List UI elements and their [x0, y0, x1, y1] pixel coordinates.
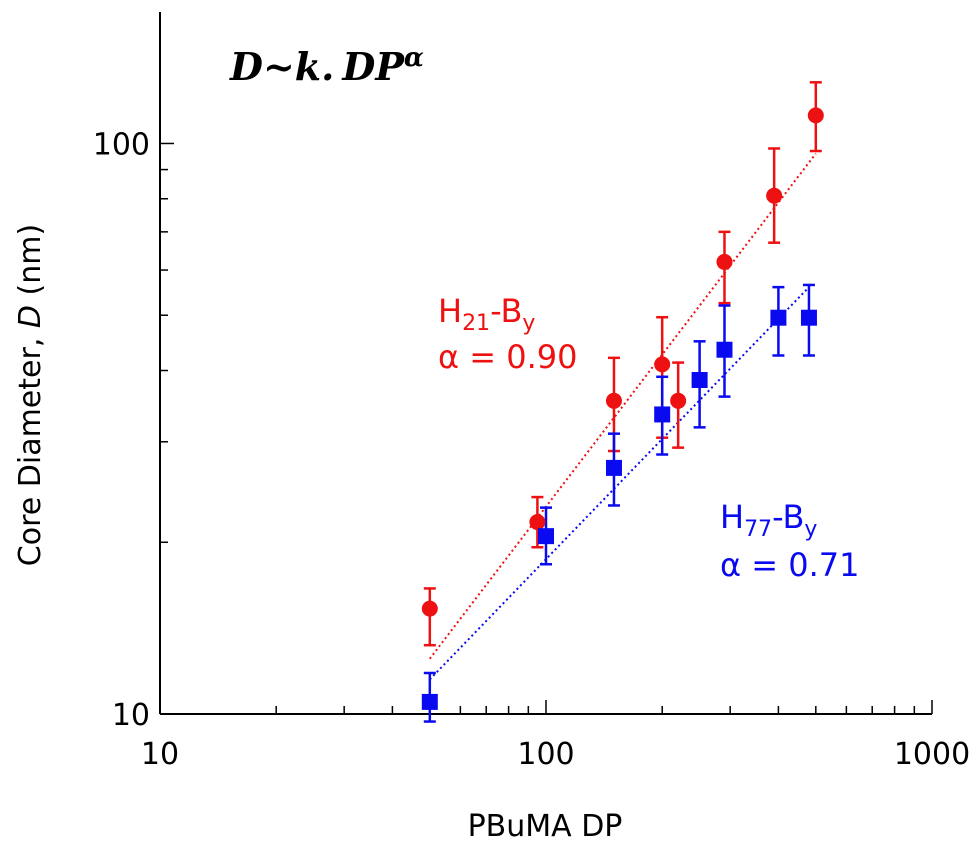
y-tick-label: 100 — [93, 127, 150, 162]
trendline-series-0 — [429, 152, 817, 660]
x-tick-label: 10 — [141, 737, 179, 772]
data-point-circle — [654, 356, 671, 373]
axes: 10 100 1000 10 100 — [93, 12, 970, 772]
x-tick-label: 100 — [517, 737, 574, 772]
data-point-circle — [421, 600, 438, 617]
data-point-square — [538, 528, 554, 545]
y-axis-title: Core Diameter, D (nm) — [13, 224, 48, 566]
formula-exp: α — [404, 43, 424, 73]
data-point-square — [770, 309, 787, 326]
formula: D~k. DPα — [229, 43, 424, 89]
data-point-square — [800, 309, 817, 326]
error-bar — [423, 587, 436, 647]
formula-dp: DP — [341, 44, 405, 89]
data-point-circle — [605, 392, 622, 409]
trendline-series-1 — [429, 286, 810, 681]
series-label-h21: H21-By — [438, 292, 535, 336]
alpha-label-h21: α = 0.90 — [438, 338, 578, 376]
x-axis-title: PBuMA DP — [468, 809, 623, 844]
data-point-square — [605, 459, 622, 476]
data-markers — [421, 107, 824, 710]
data-point-square — [716, 341, 733, 358]
data-point-circle — [766, 187, 783, 204]
formula-dot: . — [321, 44, 334, 89]
formula-k: k — [295, 44, 321, 89]
data-point-square — [654, 406, 671, 423]
data-point-circle — [670, 392, 687, 409]
series-label-h77: H77-By — [720, 498, 817, 542]
data-point-circle — [807, 107, 824, 124]
trendlines — [429, 152, 817, 681]
formula-lhs: D — [229, 44, 263, 89]
data-point-circle — [529, 514, 546, 531]
x-tick-label: 1000 — [894, 737, 970, 772]
y-tick-label: 10 — [112, 698, 150, 733]
data-point-square — [691, 371, 708, 388]
error-bars — [423, 81, 822, 723]
data-point-circle — [716, 253, 733, 270]
formula-op: ~ — [263, 44, 295, 89]
data-point-square — [421, 693, 438, 710]
alpha-label-h77: α = 0.71 — [720, 546, 860, 584]
